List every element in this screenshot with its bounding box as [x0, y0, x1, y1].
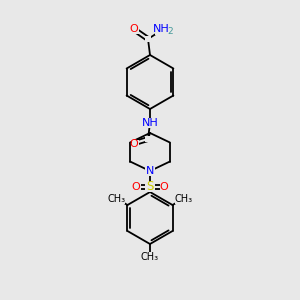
- Bar: [108, 194, 125, 203]
- Bar: [145, 166, 155, 176]
- Text: O: O: [132, 182, 140, 192]
- Bar: [134, 184, 140, 190]
- Text: N: N: [146, 166, 154, 176]
- Text: O: O: [160, 182, 168, 192]
- Text: CH₃: CH₃: [107, 194, 125, 203]
- Text: O: O: [130, 139, 138, 149]
- Bar: [175, 194, 192, 203]
- Bar: [142, 252, 158, 262]
- Bar: [145, 182, 155, 192]
- Bar: [155, 26, 169, 34]
- Bar: [131, 26, 139, 34]
- Bar: [145, 36, 151, 42]
- Bar: [143, 118, 157, 128]
- Bar: [160, 184, 167, 190]
- Text: CH₃: CH₃: [141, 252, 159, 262]
- Text: 2: 2: [167, 28, 173, 37]
- Text: O: O: [130, 24, 138, 34]
- Bar: [131, 140, 139, 146]
- Text: NH: NH: [153, 24, 169, 34]
- Text: CH₃: CH₃: [175, 194, 193, 203]
- Text: NH: NH: [142, 118, 158, 128]
- Text: S: S: [146, 181, 154, 194]
- Bar: [145, 136, 151, 142]
